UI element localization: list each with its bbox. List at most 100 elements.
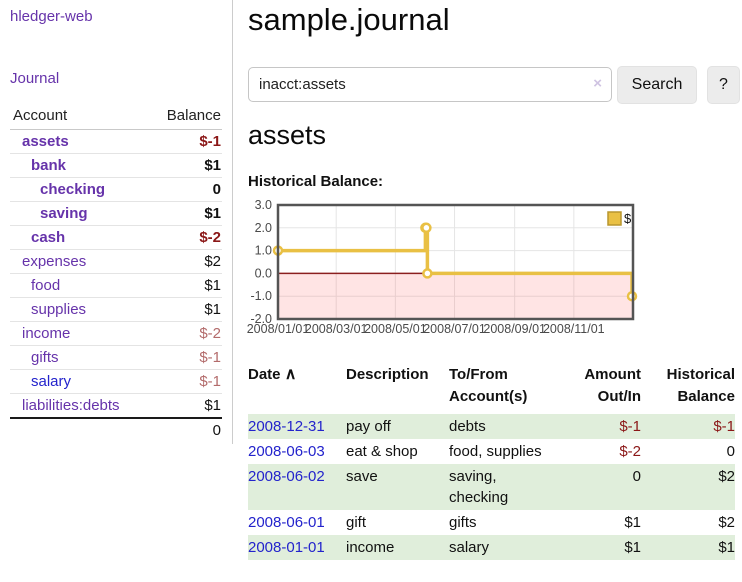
transaction-amount: 0 <box>632 468 641 485</box>
transaction-accounts: food, supplies <box>449 443 542 460</box>
x-tick-label: 2008/01/01 <box>247 322 310 336</box>
account-balance: $-2 <box>148 321 222 346</box>
transaction-description: eat & shop <box>346 443 418 460</box>
x-tick-label: 2008/09/01 <box>483 322 546 336</box>
account-link[interactable]: bank <box>31 157 67 174</box>
account-balance: $-2 <box>148 225 222 250</box>
account-balance: $1 <box>148 297 222 322</box>
transaction-amount: $1 <box>624 514 641 531</box>
transaction-description: income <box>346 539 395 556</box>
account-balance: $-1 <box>148 369 222 394</box>
transaction-accounts: debts <box>449 418 486 435</box>
historical-balance-chart: 3.0 2.0 1.0 0.0 -1.0 -2.0 2008/01/01 2008/03/01… <box>240 200 740 340</box>
transaction-row[interactable]: 2008-12-31 pay off debts $-1 $-1 <box>248 414 735 439</box>
transaction-row[interactable]: 2008-06-01 gift gifts $1 $2 <box>248 510 735 535</box>
account-balance: $-1 <box>148 345 222 370</box>
account-heading: assets <box>248 120 327 150</box>
accounts-total-row: 0 <box>10 417 222 442</box>
account-balance: $1 <box>148 153 222 178</box>
transaction-amount: $1 <box>624 539 641 556</box>
search-input[interactable] <box>248 67 612 102</box>
clear-search-icon[interactable]: × <box>593 75 602 92</box>
account-balance: $-1 <box>199 133 221 150</box>
register-col-date[interactable]: Date ∧ <box>248 366 297 383</box>
transaction-date-link[interactable]: 2008-06-02 <box>248 468 325 485</box>
accounts-header-row: Account Balance <box>10 103 222 130</box>
data-point-marker <box>422 268 433 279</box>
account-row: bank $1 <box>10 153 222 178</box>
transaction-balance: $2 <box>718 514 735 531</box>
help-button[interactable]: ? <box>707 66 740 104</box>
app-brand-link[interactable]: hledger-web <box>10 8 93 25</box>
register-table: Date ∧ Description To/From Account(s) Am… <box>248 360 735 560</box>
legend-label: $ <box>624 211 632 226</box>
legend-swatch <box>607 211 622 226</box>
account-row: food $1 <box>10 273 222 298</box>
register-col-accounts: To/From Account(s) <box>449 366 528 405</box>
account-row: cash $-2 <box>10 225 222 250</box>
transaction-description: pay off <box>346 418 391 435</box>
sort-ascending-icon: ∧ <box>284 366 297 383</box>
y-tick-label: 3.0 <box>255 200 272 212</box>
account-link[interactable]: cash <box>31 229 66 246</box>
account-row: supplies $1 <box>10 297 222 322</box>
account-link[interactable]: salary <box>31 373 72 390</box>
account-row: salary $-1 <box>10 369 222 394</box>
account-link[interactable]: income <box>22 325 71 342</box>
transaction-row[interactable]: 2008-01-01 income salary $1 $1 <box>248 535 735 560</box>
accounts-total-value: 0 <box>148 417 222 442</box>
account-row: liabilities:debts $1 <box>10 393 222 418</box>
transaction-accounts: saving, checking <box>449 468 509 506</box>
y-tick-label: 0.0 <box>255 266 272 280</box>
search-button[interactable]: Search <box>617 66 697 104</box>
account-link[interactable]: saving <box>40 205 88 222</box>
accounts-table: Account Balance assets $-1 bank $1 <box>10 103 222 442</box>
page-title: sample.journal <box>248 2 450 37</box>
transaction-balance: $-1 <box>713 418 735 435</box>
transaction-amount: $-2 <box>619 443 641 460</box>
account-row: expenses $2 <box>10 249 222 274</box>
x-tick-label: 2008/07/01 <box>423 322 486 336</box>
account-link[interactable]: gifts <box>31 349 59 366</box>
y-tick-label: 1.0 <box>255 244 272 258</box>
register-col-amount: Amount Out/In <box>584 366 641 405</box>
transaction-row[interactable]: 2008-06-03 eat & shop food, supplies $-2… <box>248 439 735 464</box>
account-row: checking 0 <box>10 177 222 202</box>
data-point-marker <box>421 222 432 234</box>
y-tick-label: -1.0 <box>250 289 272 303</box>
account-row: assets $-1 <box>10 130 222 154</box>
transaction-date-link[interactable]: 2008-06-01 <box>248 514 325 531</box>
chart-title: Historical Balance: <box>248 173 384 190</box>
transaction-row[interactable]: 2008-06-02 save saving, checking 0 $2 <box>248 464 735 510</box>
transaction-balance: $1 <box>718 539 735 556</box>
account-balance: $1 <box>148 273 222 298</box>
y-tick-label: 2.0 <box>255 221 272 235</box>
register-header-row: Date ∧ Description To/From Account(s) Am… <box>248 360 735 414</box>
transaction-balance: 0 <box>726 443 735 460</box>
nav-journal-link[interactable]: Journal <box>10 70 60 87</box>
x-tick-label: 2008/05/01 <box>364 322 427 336</box>
account-link[interactable]: expenses <box>22 253 87 270</box>
x-tick-label: 2008/03/01 <box>305 322 368 336</box>
account-balance: $2 <box>148 249 222 274</box>
plot-border <box>276 203 635 321</box>
account-link[interactable]: checking <box>40 181 106 198</box>
account-link[interactable]: supplies <box>31 301 87 318</box>
search-row: × Search ? <box>248 66 742 104</box>
search-field-wrap: × <box>248 67 612 102</box>
register-col-balance: Historical Balance <box>666 366 735 405</box>
account-link[interactable]: liabilities:debts <box>22 397 120 414</box>
accounts-col-account: Account <box>10 103 149 130</box>
account-link[interactable]: food <box>31 277 61 294</box>
accounts-col-balance: Balance <box>148 103 222 130</box>
main-panel: sample.journal × Search ? assets Histori… <box>247 0 742 582</box>
account-row: gifts $-1 <box>10 345 222 370</box>
negative-region <box>278 273 633 319</box>
transaction-date-link[interactable]: 2008-06-03 <box>248 443 325 460</box>
y-tick-label: -2.0 <box>250 312 272 326</box>
transaction-accounts: gifts <box>449 514 477 531</box>
account-link[interactable]: assets <box>22 133 69 150</box>
transaction-amount: $-1 <box>619 418 641 435</box>
transaction-date-link[interactable]: 2008-01-01 <box>248 539 325 556</box>
transaction-date-link[interactable]: 2008-12-31 <box>248 418 325 435</box>
